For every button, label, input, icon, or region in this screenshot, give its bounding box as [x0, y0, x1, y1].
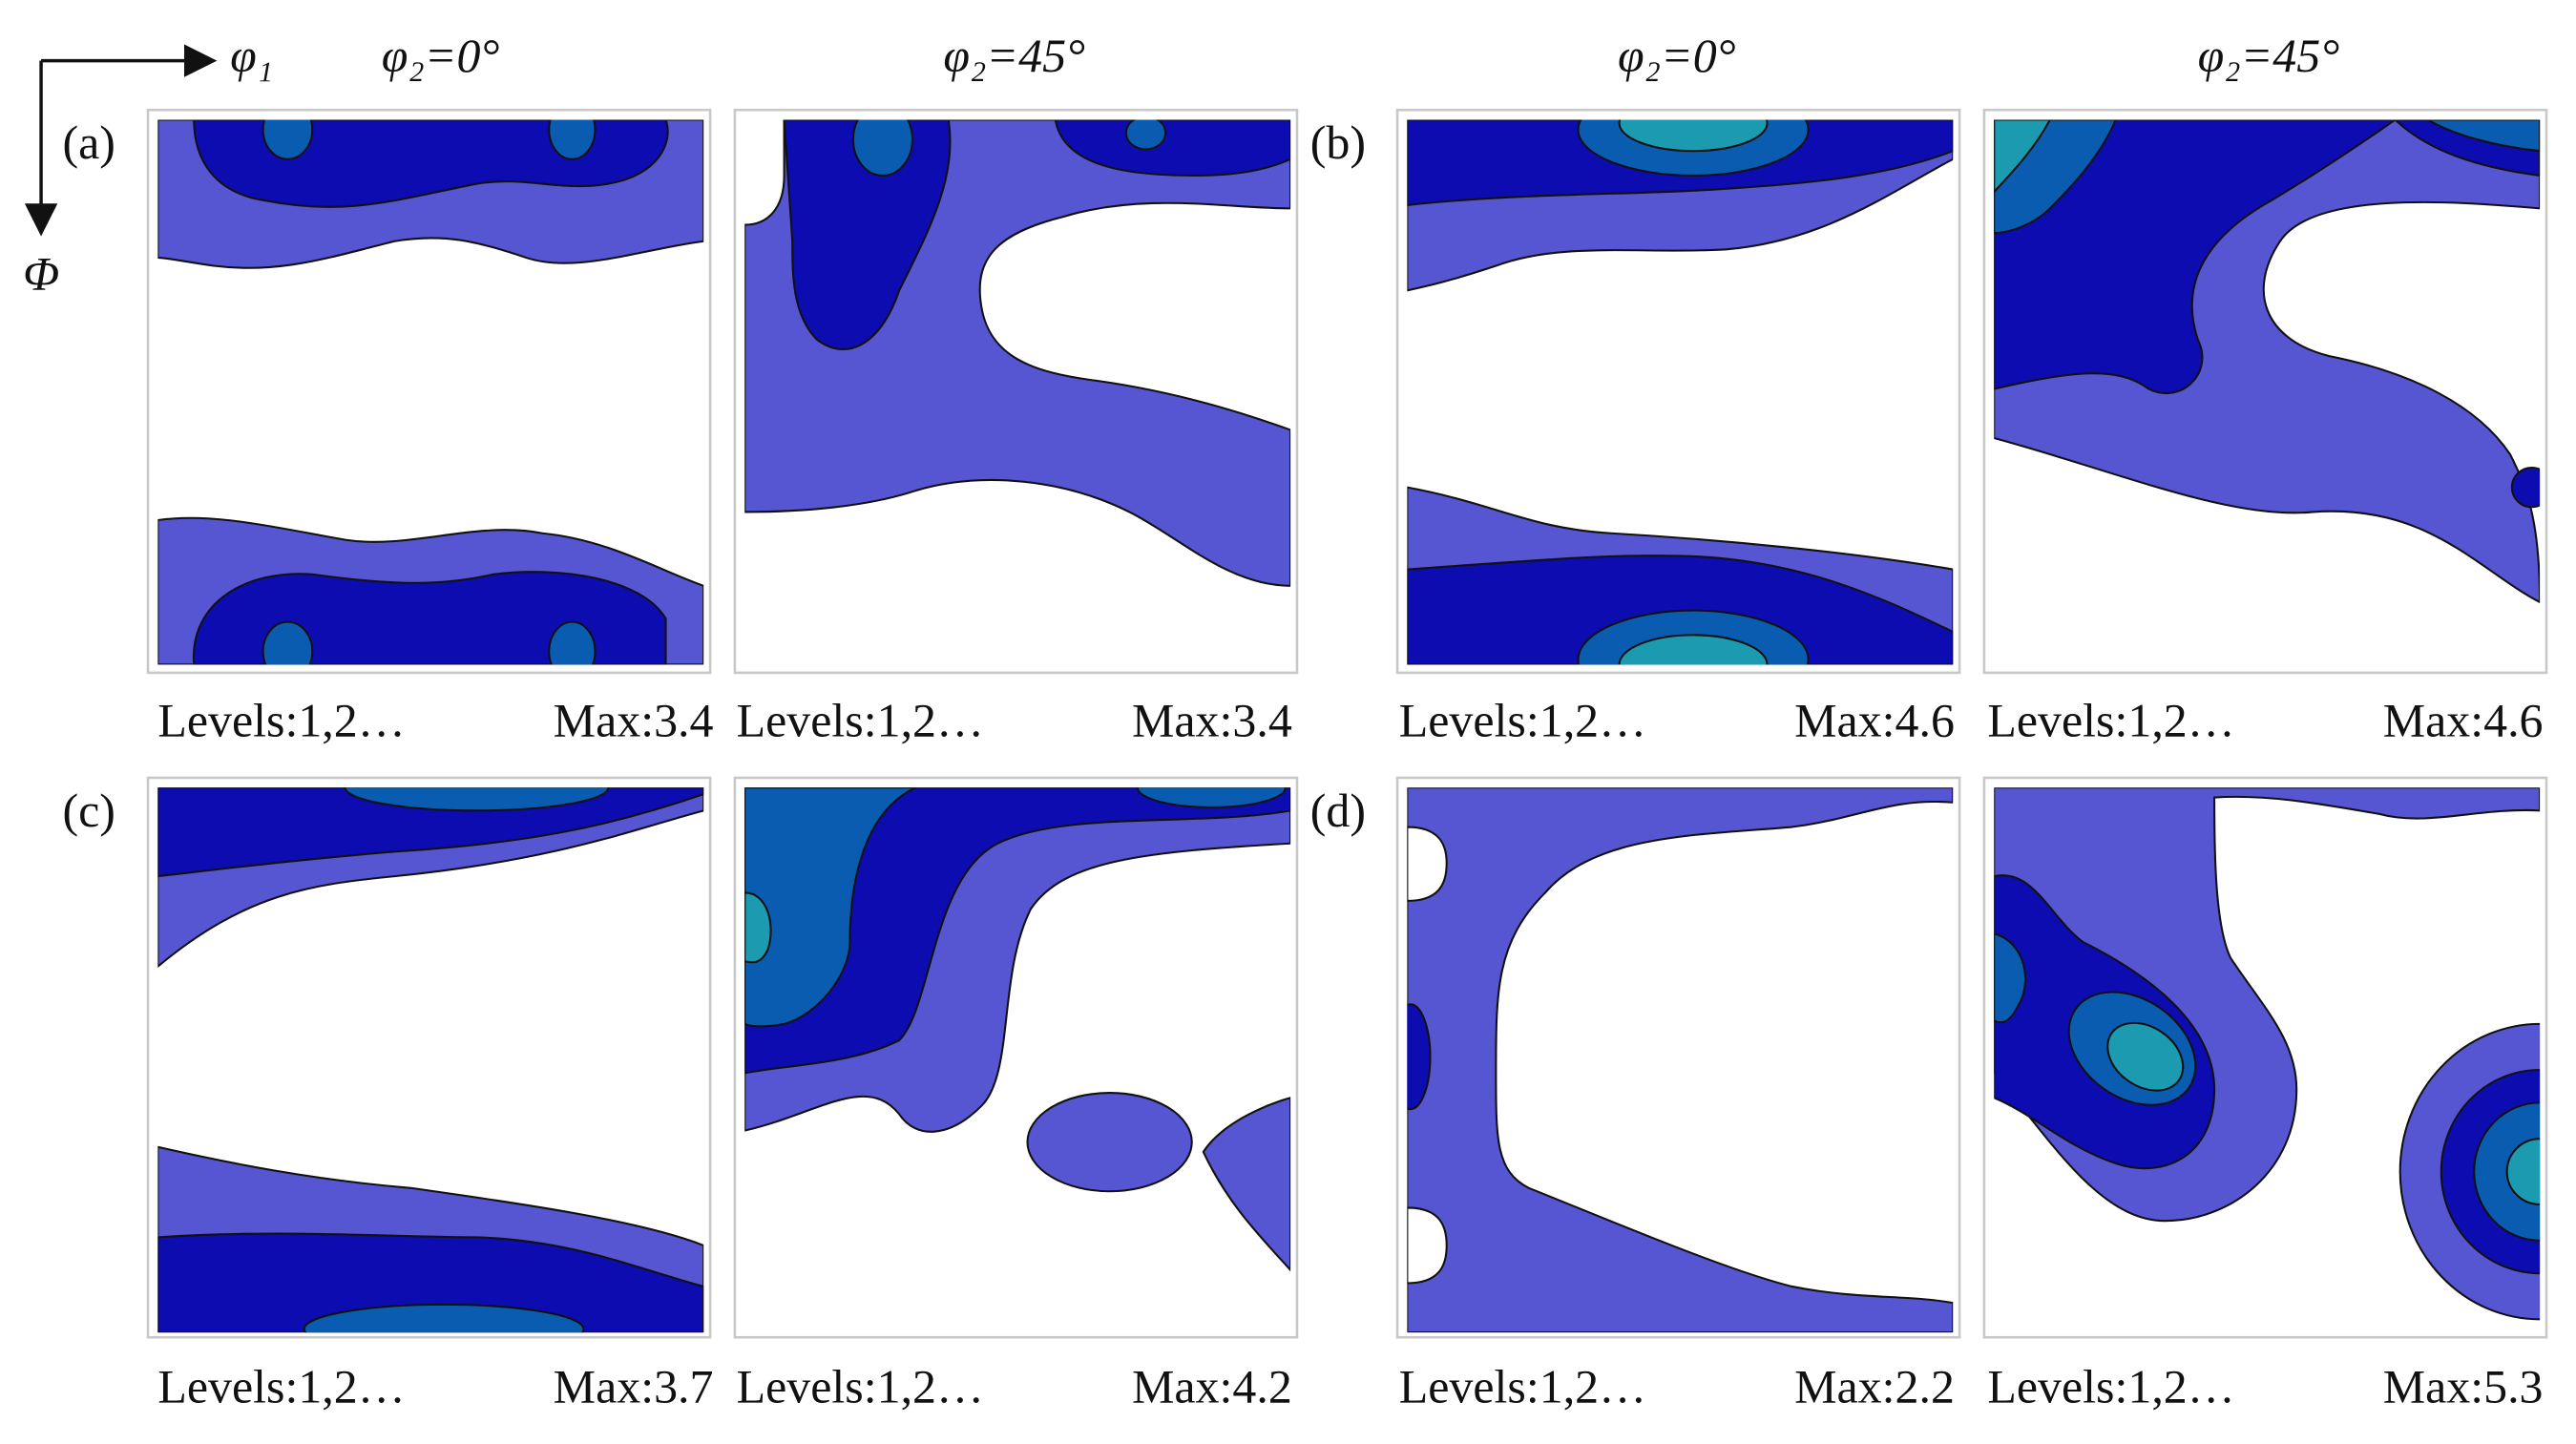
column-header: φ₂=45°: [943, 30, 1085, 82]
odf-section: [146, 776, 712, 1339]
max-caption: Max:3.4: [1132, 694, 1292, 746]
levels-caption: Levels:1,2…: [1987, 1360, 2234, 1413]
panel-label: (c): [62, 785, 115, 837]
odf-section: [733, 108, 1299, 675]
odf-section: [146, 108, 712, 675]
levels-caption: Levels:1,2…: [737, 1360, 984, 1413]
levels-caption: Levels:1,2…: [157, 694, 405, 746]
odf-section: [1395, 776, 1961, 1339]
axis-x-label: φ₁: [230, 30, 273, 82]
odf-section: [1982, 776, 2548, 1339]
levels-caption: Levels:1,2…: [1399, 694, 1646, 746]
captions: Levels:1,2… Max:3.4 Levels:1,2… Max:3.4 …: [157, 694, 2543, 1413]
odf-section: [1395, 108, 1961, 675]
max-caption: Max:4.6: [1794, 694, 1955, 746]
max-caption: Max:5.3: [2383, 1360, 2544, 1413]
max-caption: Max:2.2: [1794, 1360, 1955, 1413]
panel-label: (b): [1310, 116, 1366, 169]
max-caption: Max:3.7: [554, 1360, 714, 1413]
max-caption: Max:4.6: [2383, 694, 2544, 746]
column-header: φ₂=0°: [382, 30, 500, 82]
max-caption: Max:3.4: [554, 694, 714, 746]
odf-section: [733, 776, 1299, 1339]
levels-caption: Levels:1,2…: [157, 1360, 405, 1413]
levels-caption: Levels:1,2…: [1987, 694, 2234, 746]
levels-caption: Levels:1,2…: [1399, 1360, 1646, 1413]
odf-section: [1982, 108, 2548, 675]
axes-indicator: [24, 44, 218, 237]
column-header: φ₂=0°: [1618, 30, 1736, 82]
column-header: φ₂=45°: [2198, 30, 2340, 82]
max-caption: Max:4.2: [1132, 1360, 1292, 1413]
axis-y-label: Φ: [23, 248, 59, 301]
panel-label: (d): [1310, 785, 1366, 837]
panel-label: (a): [62, 116, 115, 169]
levels-caption: Levels:1,2…: [737, 694, 984, 746]
